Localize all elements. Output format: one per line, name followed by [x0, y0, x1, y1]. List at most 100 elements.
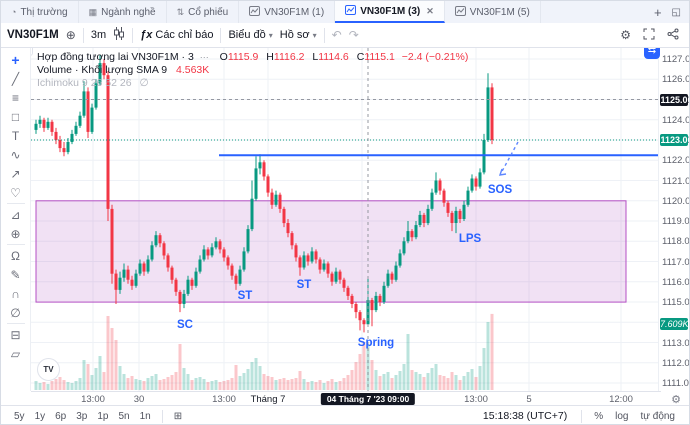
legend-volume-row[interactable]: Volume · Khối lượng SMA 9 4.563K: [37, 64, 468, 77]
price-tick: 1116.0: [662, 276, 690, 288]
ichimoku-indicator-title: Ichimoku 9 26 52 26: [37, 77, 132, 89]
chart-legend: Hợp đồng tương lai VN30F1M · 3 ⋯ O1115.9…: [37, 51, 468, 90]
close-tab-icon[interactable]: ✕: [426, 5, 434, 16]
tab-label: VN30F1M (3): [360, 5, 421, 17]
price-tick: 1112.0: [662, 357, 690, 369]
percent-scale-button[interactable]: %: [594, 410, 604, 422]
goto-date-icon[interactable]: ⊞: [173, 410, 183, 422]
emoji-tool-icon[interactable]: ♡: [10, 185, 21, 200]
tab-thi-truong[interactable]: ◔ Thị trường: [1, 1, 79, 23]
time-tick: 5: [526, 394, 532, 405]
drawing-mode-tool-icon[interactable]: ✎: [10, 267, 21, 282]
chevron-down-icon: ▾: [268, 30, 273, 40]
wyckoff-label-st[interactable]: ST: [238, 290, 253, 302]
tradingview-logo[interactable]: TV: [37, 358, 60, 381]
tab-co-phieu[interactable]: ⇅ Cổ phiếu: [167, 1, 240, 23]
interval-button[interactable]: 3m: [90, 29, 107, 41]
chart-window-icon: [454, 6, 466, 18]
trend-line-tool-icon[interactable]: ╱: [11, 71, 20, 86]
grid-icon: ▦: [88, 6, 98, 17]
time-axis[interactable]: 04 Tháng 7 '23 09:00 13:00 30 13:00 Tháng 7…: [31, 391, 661, 406]
indicators-button[interactable]: ƒx Các chỉ báo: [140, 29, 214, 41]
wyckoff-label-spring[interactable]: Spring: [358, 337, 394, 349]
server-clock[interactable]: 15:18:38 (UTC+7): [482, 410, 568, 422]
wyckoff-label-lps[interactable]: LPS: [459, 233, 482, 245]
redo-icon[interactable]: ↷: [348, 28, 359, 42]
wyckoff-label-sos[interactable]: SOS: [488, 184, 513, 196]
time-tick: Tháng 7: [250, 394, 286, 405]
tab-label: Thị trường: [20, 6, 68, 18]
price-tick: 1117.0: [662, 256, 690, 268]
time-tick: 13:00: [212, 394, 236, 405]
ohlc-high-value: 1116.2: [273, 51, 305, 63]
volume-value: 4.563K: [175, 64, 210, 76]
ohlc-change-value: −2.4 (−0.21%): [401, 51, 469, 63]
tab-nganh-nghe[interactable]: ▦ Ngành nghề: [79, 1, 167, 23]
crosshair-tool-icon[interactable]: +: [11, 51, 20, 68]
price-tick: 1120.0: [662, 195, 690, 207]
legend-ichimoku-row[interactable]: Ichimoku 9 26 52 26 ∅: [37, 77, 468, 90]
object-tree-tool-icon[interactable]: ▱: [10, 346, 21, 361]
legend-more-icon[interactable]: ⋯: [199, 52, 209, 62]
chart-window-icon: [249, 6, 261, 18]
add-tab-button[interactable]: +: [653, 4, 662, 20]
xabcd-pattern-tool-icon[interactable]: ∿: [10, 147, 21, 162]
range-3m-button[interactable]: 3p: [76, 410, 88, 422]
breakout-arrow: [498, 141, 519, 176]
price-axis[interactable]: 1125.0 1123.0 7.609K 1127.01126.01125.01…: [658, 48, 689, 391]
wyckoff-label-st[interactable]: ST: [297, 279, 312, 291]
candle-style-icon[interactable]: [113, 27, 125, 43]
tab-label: Ngành nghề: [101, 6, 156, 18]
shapes-tool-icon[interactable]: □: [11, 109, 20, 124]
price-tick: 1126.0: [662, 74, 690, 86]
forecast-tool-icon[interactable]: ↗: [10, 166, 21, 181]
range-1m-button[interactable]: 1p: [97, 410, 109, 422]
settings-gear-icon[interactable]: ⚙: [620, 28, 631, 42]
hide-drawings-tool-icon[interactable]: ∅: [10, 305, 21, 320]
collapse-panel-icon[interactable]: ◱: [671, 6, 681, 18]
ohlc-open-value: 1115.9: [227, 51, 259, 63]
time-tick: 12:00: [609, 394, 633, 405]
wyckoff-label-sc[interactable]: SC: [177, 319, 193, 331]
tab-vn30f1m-5[interactable]: VN30F1M (5): [445, 1, 541, 23]
tab-vn30f1m-3-active[interactable]: VN30F1M (3) ✕: [335, 1, 445, 23]
legend-main-row[interactable]: Hợp đồng tương lai VN30F1M · 3 ⋯ O1115.9…: [37, 51, 468, 64]
lock-drawings-tool-icon[interactable]: ∩: [11, 286, 20, 301]
price-tick: 1118.0: [662, 236, 690, 248]
chart-canvas[interactable]: SC ST ST Spring LPS SOS: [31, 48, 661, 391]
profile-menu-button[interactable]: Hồ sơ ▾: [279, 29, 317, 41]
crosshair-time-tooltip: 04 Tháng 7 '23 09:00: [320, 393, 416, 405]
price-tick: 1111.0: [662, 378, 689, 389]
ohlc-open-key: O: [219, 51, 228, 63]
range-6m-button[interactable]: 6p: [55, 410, 67, 422]
candles: [34, 54, 494, 333]
tab-vn30f1m-1[interactable]: VN30F1M (1): [239, 1, 336, 23]
remove-drawings-tool-icon[interactable]: ⊟: [10, 327, 21, 342]
range-1y-button[interactable]: 1y: [34, 410, 46, 422]
auto-scale-button[interactable]: tự động: [640, 410, 676, 422]
chart-menu-button[interactable]: Biểu đồ ▾: [228, 29, 273, 41]
fib-retracement-tool-icon[interactable]: ≡: [11, 90, 19, 105]
eye-off-icon[interactable]: ∅: [139, 77, 149, 89]
fullscreen-icon[interactable]: [643, 28, 655, 43]
drawing-toolbar: + ╱ ≡ □ T ∿ ↗ ♡ ⊿ ⊕ Ω ✎ ∩ ∅ ⊟ ▱: [1, 48, 31, 391]
range-5y-button[interactable]: 5y: [14, 410, 25, 422]
tab-label: Cổ phiếu: [188, 6, 229, 18]
range-5d-button[interactable]: 5n: [118, 410, 130, 422]
share-icon[interactable]: [667, 28, 679, 43]
measure-tool-icon[interactable]: ⊿: [10, 207, 21, 222]
symbol-button[interactable]: VN30F1M: [7, 29, 59, 41]
magnet-tool-icon[interactable]: Ω: [11, 248, 20, 263]
top-tab-bar: ◔ Thị trường ▦ Ngành nghề ⇅ Cổ phiếu VN3…: [1, 1, 689, 24]
compare-add-icon[interactable]: ⊕: [65, 28, 76, 42]
log-scale-button[interactable]: log: [615, 410, 629, 422]
last-price-badge: 1123.0: [660, 134, 688, 146]
range-1d-button[interactable]: 1n: [139, 410, 151, 422]
zoom-in-tool-icon[interactable]: ⊕: [10, 226, 21, 241]
volume-indicator-title: Volume · Khối lượng SMA 9: [37, 64, 168, 76]
undo-icon[interactable]: ↶: [331, 28, 342, 42]
axis-settings-gear-icon[interactable]: ⚙: [671, 394, 681, 406]
text-tool-icon[interactable]: T: [11, 128, 20, 143]
tab-label: VN30F1M (5): [469, 6, 530, 18]
